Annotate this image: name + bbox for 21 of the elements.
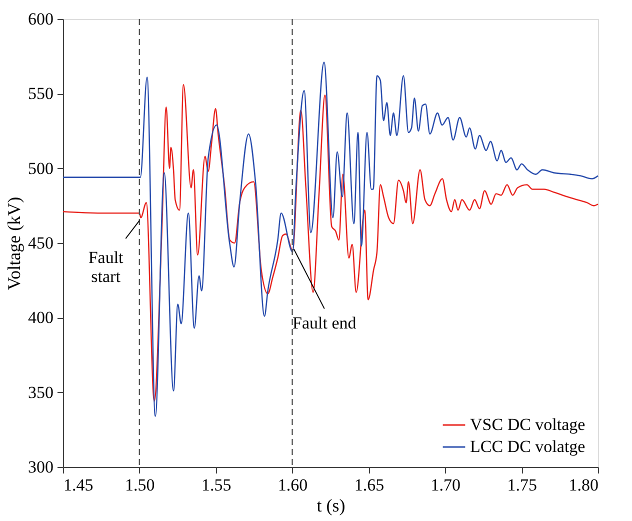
y-axis-title: Voltage (kV)	[4, 196, 24, 290]
legend-label: VSC DC voltage	[470, 415, 586, 434]
x-tick-label: 1.75	[507, 476, 537, 494]
x-tick-label: 1.80	[568, 476, 598, 494]
x-tick-label: 1.50	[125, 476, 155, 494]
x-tick-label: 1.70	[430, 476, 461, 494]
y-tick-label: 300	[28, 458, 54, 476]
y-tick-label: 550	[28, 84, 54, 104]
y-tick-label: 450	[28, 234, 54, 252]
x-axis-title: t (s)	[316, 496, 346, 516]
x-tick-label: 1.60	[278, 476, 308, 494]
y-tick-label: 500	[28, 158, 54, 178]
y-tick-label: 400	[28, 308, 54, 328]
annotation: Fault end	[292, 314, 357, 333]
x-tick-label: 1.65	[354, 476, 384, 494]
y-tick-label: 600	[28, 10, 54, 28]
x-tick-label: 1.55	[201, 476, 232, 494]
legend-label: LCC DC volatge	[470, 437, 586, 456]
annotation: Fault start	[88, 248, 124, 286]
x-tick-label: 1.45	[64, 476, 94, 494]
y-tick-label: 350	[28, 382, 54, 402]
